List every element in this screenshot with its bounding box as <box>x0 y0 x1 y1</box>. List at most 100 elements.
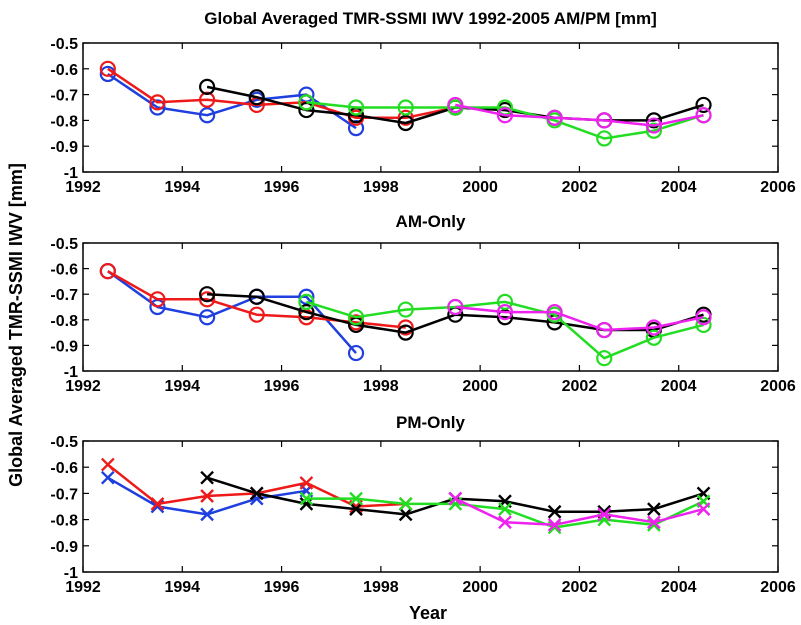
data-point-magenta <box>695 107 712 124</box>
data-point-magenta <box>695 309 712 326</box>
data-point-green <box>299 491 314 506</box>
data-point-blue <box>298 288 315 305</box>
x-tick-label: 1994 <box>164 179 200 196</box>
data-point-red <box>99 60 116 77</box>
y-tick-label: -0.5 <box>50 236 78 253</box>
panel-title: Global Averaged TMR-SSMI IWV 1992-2005 A… <box>204 9 656 28</box>
data-point-magenta <box>696 502 711 516</box>
x-tick-label: 1998 <box>363 579 399 596</box>
data-point-blue <box>100 470 115 485</box>
data-point-magenta <box>496 304 514 321</box>
data-point-red <box>397 319 414 336</box>
x-tick-label: 2004 <box>661 579 697 596</box>
x-tick-label: 2000 <box>462 179 498 196</box>
data-point-red <box>397 109 414 126</box>
data-point-black <box>298 304 315 321</box>
y-tick-label: -1 <box>64 565 78 582</box>
data-point-magenta <box>447 96 464 114</box>
data-point-red <box>248 306 265 323</box>
x-tick-label: 1998 <box>363 179 399 196</box>
axes-box <box>82 42 779 173</box>
data-point-green <box>596 130 613 147</box>
x-tick-label: 2006 <box>760 378 796 395</box>
y-tick-label: -0.6 <box>50 262 78 279</box>
y-tick-label: -0.7 <box>50 486 78 503</box>
x-tick-label: 2004 <box>661 378 697 395</box>
data-point-green <box>496 293 514 310</box>
panel-title: PM-Only <box>396 413 465 432</box>
axes-box <box>82 440 779 573</box>
x-tick-label: 1994 <box>164 378 200 395</box>
data-point-magenta <box>596 321 613 339</box>
data-point-green <box>596 350 613 367</box>
y-tick-label: -0.6 <box>50 62 78 79</box>
y-tick-label: -0.5 <box>50 36 78 53</box>
x-tick-label: 2002 <box>562 579 598 596</box>
x-axis-label: Year <box>409 603 447 623</box>
y-tick-label: -0.8 <box>50 113 78 130</box>
x-tick-label: 2002 <box>562 179 598 196</box>
data-point-black <box>547 504 562 519</box>
data-point-black <box>200 470 214 485</box>
data-point-green <box>298 293 315 310</box>
data-point-red <box>199 291 216 308</box>
y-tick-label: -0.8 <box>50 513 78 530</box>
x-tick-label: 1994 <box>164 579 200 596</box>
data-point-black <box>695 96 712 114</box>
data-point-magenta <box>546 304 563 321</box>
x-tick-label: 2004 <box>661 179 697 196</box>
data-point-black <box>248 288 265 305</box>
data-point-magenta <box>448 491 463 506</box>
data-point-magenta <box>647 515 661 530</box>
series-line-blue <box>107 72 357 130</box>
data-point-magenta <box>596 112 613 129</box>
y-axis-label: Global Averaged TMR-SSMI IWV [mm] <box>6 163 26 487</box>
data-point-black <box>199 78 216 95</box>
y-tick-label: -0.7 <box>50 287 78 304</box>
data-point-magenta <box>498 515 512 530</box>
x-tick-label: 2006 <box>760 579 796 596</box>
data-point-magenta <box>645 319 662 336</box>
data-point-black <box>397 114 414 132</box>
data-point-red <box>149 291 166 308</box>
y-tick-label: -1 <box>64 165 78 182</box>
x-tick-label: 1998 <box>363 378 399 395</box>
y-tick-label: -0.7 <box>50 88 78 105</box>
x-tick-label: 2006 <box>760 179 796 196</box>
data-point-green <box>397 99 414 116</box>
chart-panel-1: Global Averaged TMR-SSMI IWV 1992-2005 A… <box>50 9 795 196</box>
data-point-red <box>150 497 165 511</box>
data-point-green <box>397 301 414 318</box>
x-tick-label: 2002 <box>562 378 598 395</box>
x-tick-label: 1996 <box>264 179 300 196</box>
data-point-blue <box>200 507 214 522</box>
y-tick-label: -1 <box>64 364 78 381</box>
data-point-black <box>398 507 413 522</box>
data-point-black <box>496 309 514 326</box>
y-tick-label: -0.8 <box>50 313 78 330</box>
y-tick-label: -0.9 <box>50 539 78 556</box>
data-point-red <box>100 457 115 472</box>
data-point-black <box>397 324 414 341</box>
data-point-magenta <box>496 107 514 124</box>
data-point-green <box>398 497 413 511</box>
series-line-black <box>206 476 704 516</box>
data-point-red <box>298 309 315 326</box>
series-line-magenta <box>455 103 704 127</box>
data-point-black <box>349 502 363 516</box>
y-tick-label: -0.6 <box>50 460 78 477</box>
series-line-magenta <box>455 305 704 332</box>
data-point-blue <box>199 309 216 326</box>
y-tick-label: -0.5 <box>50 434 78 451</box>
axes-box <box>82 242 779 372</box>
series-line-green <box>306 300 704 360</box>
data-point-red <box>200 489 214 503</box>
data-point-red <box>149 94 166 111</box>
x-tick-label: 1992 <box>65 378 101 395</box>
series-line-blue <box>107 270 357 354</box>
x-tick-label: 1992 <box>65 579 101 596</box>
data-point-red <box>299 476 314 490</box>
panel-title: AM-Only <box>396 212 466 231</box>
y-tick-label: -0.9 <box>50 338 78 355</box>
